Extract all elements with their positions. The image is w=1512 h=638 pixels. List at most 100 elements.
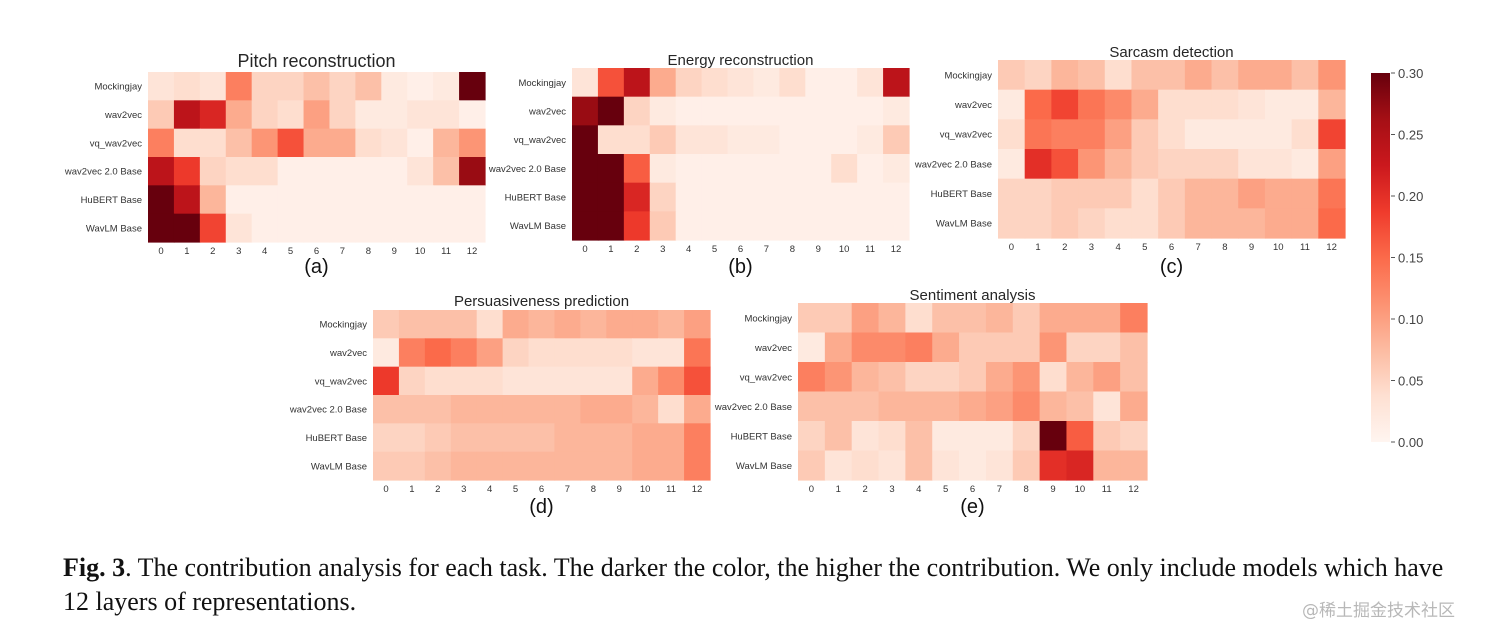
heatmap-cell (658, 423, 685, 453)
y-tick-label: HuBERT Base (731, 431, 792, 442)
heatmap-cell (580, 451, 607, 481)
heatmap-cell (407, 185, 434, 215)
heatmap-cell (476, 395, 504, 424)
heatmap-cell (433, 100, 460, 130)
heatmap-cell (623, 182, 651, 212)
heatmap-cell (329, 72, 356, 101)
heatmap-cell (251, 100, 279, 130)
heatmap-cell (199, 72, 227, 101)
heatmap-cell (753, 96, 780, 126)
heatmap-cell (148, 157, 175, 186)
heatmap-cell (1051, 149, 1079, 180)
heatmap-cell (329, 100, 356, 130)
colorbar-tick-label: 0.25 (1398, 128, 1423, 143)
heatmap-cell (684, 310, 711, 339)
heatmap-a: Pitch reconstruction Mockingjay wav2vec vq_… (64, 51, 486, 278)
heatmap-cell (684, 338, 711, 368)
heatmap-cell (303, 72, 331, 101)
heatmap-cell (824, 362, 853, 393)
heatmap-cell (1120, 362, 1148, 393)
heatmap-cell (199, 100, 227, 130)
heatmap-cell (1066, 332, 1094, 363)
heatmap-cell (932, 362, 960, 393)
heatmap-cell (632, 366, 659, 396)
heatmap-cell (831, 125, 858, 155)
heatmap-e: Sentiment analysis Mockingjay wav2vec vq_wa… (714, 287, 1148, 518)
heatmap-cell (649, 154, 677, 184)
heatmap-cell (1238, 119, 1266, 150)
x-tick-label: 11 (1102, 484, 1112, 495)
heatmap-cell (658, 338, 685, 368)
heatmap-cell (1066, 362, 1094, 393)
heatmap-cell (476, 423, 504, 453)
x-tick-label: 5 (513, 484, 518, 495)
heatmap-cell (1211, 60, 1239, 91)
heatmap-cell (798, 303, 826, 334)
heatmap-cell (173, 213, 201, 243)
heatmap-cell (1051, 178, 1079, 209)
heatmap-c: Sarcasm detection Mockingjay wav2vec vq_wav… (914, 44, 1346, 278)
y-tick-label: Mockingjay (94, 82, 142, 93)
heatmap-cell (753, 154, 780, 184)
heatmap-cell (779, 182, 806, 212)
heatmap-cell (684, 395, 711, 424)
heatmap-cell (424, 395, 452, 424)
heatmap-cell (407, 72, 434, 101)
heatmap-cell (851, 391, 880, 422)
heatmap-cell (580, 395, 607, 424)
heatmap-cell (398, 451, 426, 481)
heatmap-cell (658, 451, 685, 481)
x-tick-label: 8 (1024, 484, 1029, 495)
x-tick-label: 11 (666, 484, 676, 495)
heatmap-cell (1184, 208, 1213, 239)
heatmap-cell (1238, 60, 1266, 91)
heatmap-cell (857, 68, 884, 98)
heatmap-cell (199, 128, 227, 158)
heatmap-cell (277, 185, 305, 215)
y-tick-label: HuBERT Base (306, 433, 367, 444)
heatmap-b: Energy reconstruction Mockingjay wav2vec vq… (488, 52, 910, 278)
heatmap-cell (398, 338, 426, 368)
heatmap-cell (1078, 149, 1106, 180)
panel-label: (a) (304, 256, 328, 278)
colorbar-tick-label: 0.15 (1398, 251, 1423, 266)
x-tick-label: 10 (415, 246, 426, 257)
heatmap-cell (727, 125, 755, 155)
heatmap-cell (959, 303, 987, 334)
heatmap-cell (959, 421, 987, 452)
heatmap-cell (277, 72, 305, 101)
y-tick-label: Mockingjay (518, 78, 566, 89)
heatmap-cell (373, 338, 400, 368)
heatmap-cell (1131, 119, 1159, 150)
heatmap-cell (649, 96, 677, 126)
heatmap-cell (407, 100, 434, 130)
heatmap-cell (632, 395, 659, 424)
heatmap-cell (148, 213, 175, 243)
heatmap-cell (1051, 60, 1079, 91)
heatmap-cell (450, 338, 478, 368)
x-tick-label: 6 (539, 484, 544, 495)
colorbar: 0.00 0.05 0.10 0.15 0.20 0.25 0.30 (1371, 66, 1423, 450)
heatmap-cell (1039, 421, 1068, 452)
caption-label: Fig. 3 (63, 553, 126, 582)
heatmap-cell (398, 395, 426, 424)
heatmap-cell (701, 182, 729, 212)
x-tick-label: 4 (686, 244, 691, 255)
heatmap-cell (649, 125, 677, 155)
heatmap-cell (878, 421, 906, 452)
heatmap-cell (528, 310, 556, 339)
heatmap-cell (148, 128, 175, 158)
y-tick-label: wav2vec (528, 107, 566, 118)
heatmap-cell (883, 211, 910, 241)
heatmap-cell (554, 395, 581, 424)
heatmap-cell (883, 125, 910, 155)
heatmap-cell (433, 185, 460, 215)
heatmap-cell (878, 303, 906, 334)
heatmap-cell (932, 332, 960, 363)
heatmap-cell (303, 185, 331, 215)
x-tick-label: 1 (409, 484, 414, 495)
heatmap-cell (1318, 119, 1346, 150)
heatmap-cell (851, 362, 880, 393)
y-tick-label: wav2vec 2.0 Base (64, 167, 142, 178)
heatmap-cell (857, 211, 884, 241)
